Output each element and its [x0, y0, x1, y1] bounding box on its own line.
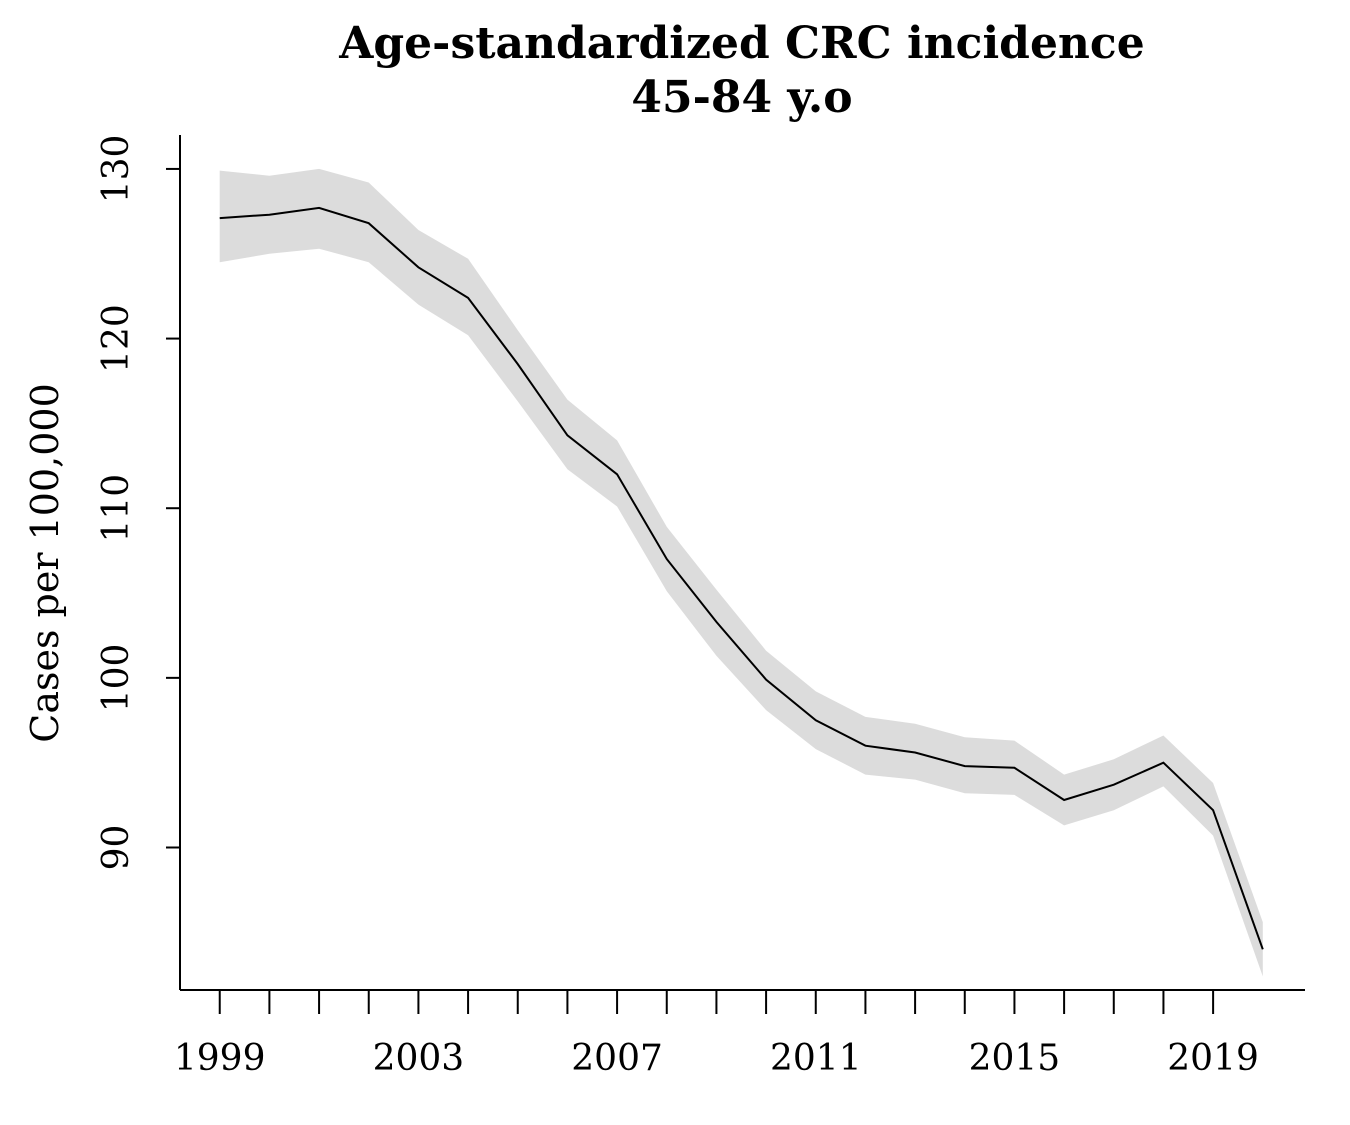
x-tick-label-2003: 2003 [373, 1038, 465, 1079]
x-tick-label-2007: 2007 [571, 1038, 663, 1079]
y-tick-label-120: 120 [96, 304, 137, 373]
plot-area: 90 100 110 120 130 1999 2003 2007 2011 2015 2019 [96, 135, 1305, 1079]
chart-title-line-1: Age-standardized CRC incidence [338, 18, 1144, 69]
x-tick-label-2015: 2015 [969, 1038, 1061, 1079]
y-axis-label: Cases per 100,000 [23, 383, 67, 743]
confidence-band [219, 168, 1263, 977]
series-line [219, 206, 1264, 950]
x-tick-label-2019: 2019 [1167, 1038, 1259, 1079]
x-tick-label-1999: 1999 [174, 1038, 266, 1079]
y-tick-label-130: 130 [96, 135, 137, 204]
chart-title-line-2: 45-84 y.o [631, 72, 852, 123]
x-tick-label-2011: 2011 [770, 1038, 862, 1079]
y-tick-label-110: 110 [96, 474, 137, 543]
y-tick-label-90: 90 [96, 825, 137, 871]
y-tick-label-100: 100 [96, 644, 137, 713]
